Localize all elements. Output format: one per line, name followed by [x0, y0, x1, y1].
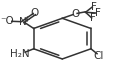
Text: Cl: Cl [94, 51, 104, 61]
Text: F: F [91, 2, 97, 12]
Text: F: F [95, 8, 101, 18]
Text: F: F [90, 13, 96, 23]
Text: +: + [23, 15, 29, 24]
Text: N: N [19, 17, 27, 27]
Text: ⁻O: ⁻O [0, 16, 14, 26]
Text: O: O [30, 8, 38, 18]
Text: O: O [71, 9, 79, 19]
Text: H₂N: H₂N [10, 49, 30, 59]
